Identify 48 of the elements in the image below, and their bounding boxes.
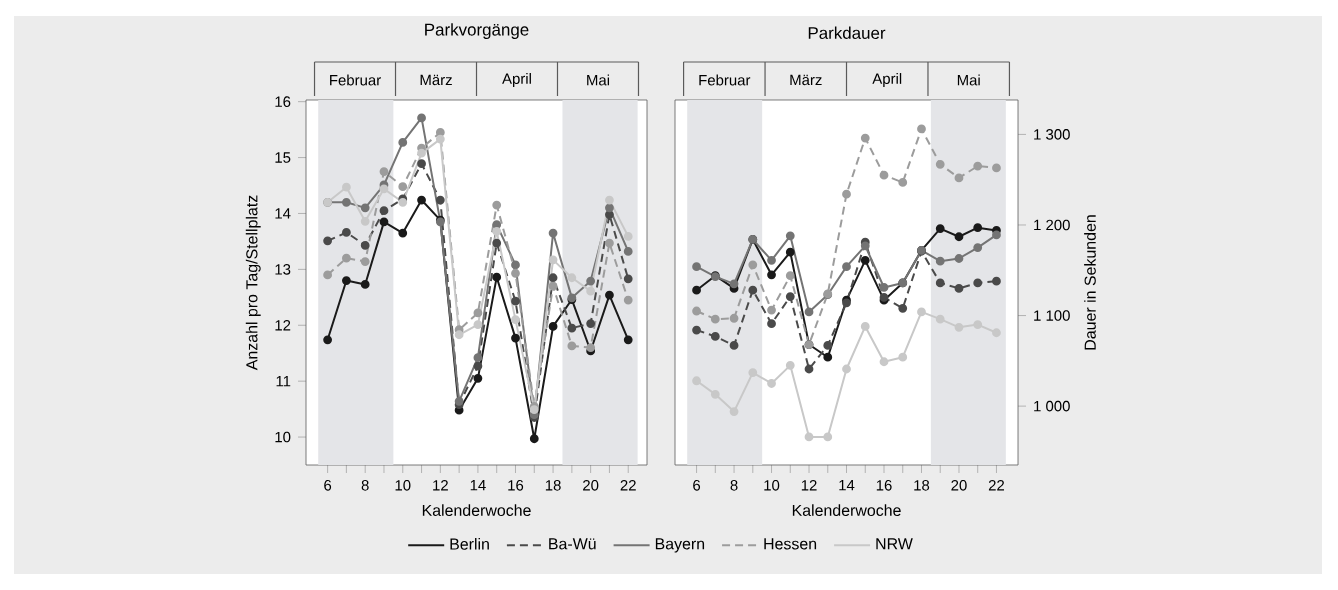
text: Mai: [957, 74, 980, 86]
x-axis-title: Kalenderwoche: [422, 504, 531, 517]
x-tick-label: 16: [876, 480, 892, 491]
chart-title: Parkvorgänge: [425, 23, 529, 39]
text: März: [420, 74, 452, 86]
y2-tick-label: 1 000: [1034, 400, 1070, 412]
y2-tick-label: 1 100: [1034, 310, 1070, 321]
x-axis-title: Kalenderwoche: [792, 504, 901, 517]
text: März: [790, 74, 822, 86]
text: Februar: [330, 74, 381, 86]
x-tick-label: 8: [730, 480, 738, 491]
x-tick-label: 14: [470, 480, 486, 491]
text: Februar: [699, 74, 751, 86]
legend-label: Hessen: [764, 538, 817, 550]
legend-label: Berlin: [450, 538, 489, 550]
y-tick-label: 12: [275, 320, 291, 331]
y-tick-label: 13: [275, 264, 291, 275]
y-tick-label: 10: [275, 431, 291, 443]
y-tick-label: 15: [275, 152, 291, 163]
text: April: [872, 73, 902, 87]
y-axis-title: Anzahl pro Tag/Stellplatz: [245, 195, 261, 371]
x-tick-label: 20: [583, 480, 599, 491]
x-tick-label: 22: [620, 480, 636, 491]
x-tick-label: 22: [988, 480, 1005, 491]
text: April: [502, 73, 531, 87]
text: Mai: [587, 74, 610, 86]
x-tick-label: 10: [764, 480, 780, 491]
legend-label: Ba-Wü: [549, 538, 596, 550]
x-tick-label: 14: [839, 480, 855, 491]
x-tick-label: 6: [324, 480, 332, 491]
chart-title: Parkdauer: [808, 26, 886, 39]
y2-axis-title: Dauer in Sekunden: [1084, 215, 1096, 350]
y-tick-label: 11: [276, 376, 291, 387]
x-tick-label: 18: [914, 480, 930, 491]
x-tick-label: 12: [433, 480, 448, 491]
x-tick-label: 20: [951, 480, 967, 491]
y-tick-label: 16: [275, 96, 291, 107]
x-tick-label: 12: [801, 480, 817, 491]
y-tick-label: 14: [275, 208, 291, 219]
legend-label: NRW: [876, 538, 913, 550]
x-tick-label: 6: [693, 480, 701, 491]
x-tick-label: 18: [545, 480, 561, 491]
x-tick-label: 8: [361, 480, 369, 491]
x-tick-label: 16: [508, 480, 524, 491]
legend-label: Bayern: [655, 538, 705, 553]
x-tick-label: 10: [395, 480, 411, 491]
y2-tick-label: 1 200: [1034, 219, 1070, 231]
y2-tick-label: 1 300: [1034, 129, 1070, 140]
